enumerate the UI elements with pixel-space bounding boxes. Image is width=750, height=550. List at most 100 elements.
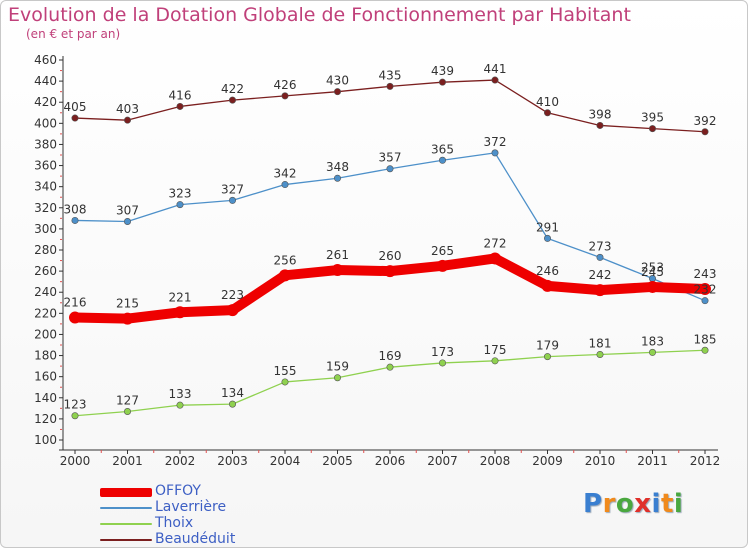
legend-swatch [100, 539, 152, 541]
y-tick-label: 380 [34, 137, 57, 151]
x-tick-label: 2001 [112, 454, 143, 468]
data-point [386, 165, 394, 173]
y-tick-label: 100 [34, 433, 57, 447]
x-tick-label: 2009 [532, 454, 563, 468]
data-point [333, 88, 341, 96]
x-tick-label: 2004 [270, 454, 301, 468]
data-label: 127 [116, 394, 139, 408]
data-label: 342 [274, 167, 297, 181]
data-label: 123 [64, 398, 87, 412]
data-point [386, 82, 394, 90]
data-label: 416 [169, 88, 192, 102]
logo-letter: i [673, 489, 684, 519]
x-tick-label: 2010 [585, 454, 616, 468]
data-label: 435 [379, 68, 402, 82]
data-label: 216 [64, 296, 87, 310]
data-point [121, 312, 134, 325]
data-point [124, 218, 132, 226]
data-point [69, 311, 81, 324]
legend-label: Thoix [155, 515, 194, 531]
y-tick-label: 280 [34, 243, 57, 257]
legend-swatch [100, 507, 152, 509]
data-label: 260 [379, 249, 402, 263]
data-point [174, 306, 186, 319]
data-label: 395 [641, 111, 664, 125]
x-tick-label: 2002 [165, 454, 196, 468]
data-point [281, 181, 289, 189]
data-point [71, 114, 79, 122]
data-point [229, 96, 237, 104]
data-point [543, 353, 551, 361]
y-tick-label: 440 [34, 74, 57, 88]
y-tick-label: 260 [34, 264, 57, 278]
data-point [386, 363, 394, 371]
data-label: 175 [484, 343, 507, 357]
data-label: 323 [169, 187, 192, 201]
data-point [281, 92, 289, 100]
data-label: 179 [536, 339, 559, 353]
data-label: 245 [641, 265, 664, 279]
x-tick-label: 2011 [637, 454, 668, 468]
y-tick-label: 360 [34, 159, 57, 173]
data-point [176, 401, 184, 409]
proxiti-logo: Proxiti [583, 489, 683, 519]
data-label: 232 [694, 283, 717, 297]
data-point [229, 196, 237, 204]
logo-letter: P [583, 489, 603, 519]
data-point [281, 378, 289, 386]
data-label: 308 [64, 202, 87, 216]
data-point [333, 174, 341, 182]
data-point [699, 283, 711, 296]
data-label: 253 [641, 261, 664, 275]
y-tick-label: 120 [34, 412, 57, 426]
data-label: 398 [589, 107, 612, 121]
data-point [596, 121, 604, 129]
data-point [176, 102, 184, 110]
data-label: 159 [326, 360, 349, 374]
data-label: 221 [169, 290, 192, 304]
data-label: 181 [589, 337, 612, 351]
data-point [71, 412, 79, 420]
data-label: 183 [641, 334, 664, 348]
y-tick-label: 240 [34, 285, 57, 299]
data-label: 223 [221, 288, 244, 302]
data-label: 185 [694, 332, 717, 346]
data-point [333, 374, 341, 382]
y-tick-label: 180 [34, 349, 57, 363]
y-tick-label: 460 [34, 53, 57, 67]
data-point [491, 149, 499, 157]
y-tick-label: 300 [34, 222, 57, 236]
legend-label: OFFOY [155, 483, 201, 499]
data-label: 273 [589, 239, 612, 253]
data-point [701, 128, 709, 136]
data-label: 365 [431, 142, 454, 156]
data-label: 215 [116, 297, 139, 311]
data-label: 441 [484, 62, 507, 76]
data-point [648, 348, 656, 356]
x-tick-label: 2007 [427, 454, 458, 468]
legend-label: Laverrière [155, 499, 227, 515]
data-point [541, 279, 554, 292]
data-label: 256 [274, 253, 297, 267]
data-point [543, 234, 551, 242]
x-tick-label: 2000 [60, 454, 91, 468]
data-label: 357 [379, 151, 402, 165]
data-point [489, 252, 501, 265]
x-tick-label: 2006 [375, 454, 406, 468]
data-point [438, 78, 446, 86]
y-tick-label: 400 [34, 116, 57, 130]
data-label: 155 [274, 364, 297, 378]
data-point [331, 264, 344, 277]
data-point [646, 280, 659, 293]
legend-swatch [100, 523, 152, 525]
data-point [648, 125, 656, 133]
data-label: 439 [431, 64, 454, 78]
logo-letter: r [602, 489, 616, 519]
data-point [71, 216, 79, 224]
data-point [384, 265, 396, 278]
y-tick-label: 420 [34, 95, 57, 109]
logo-letter: o [615, 489, 635, 519]
x-tick-label: 2012 [690, 454, 721, 468]
y-tick-label: 340 [34, 180, 57, 194]
